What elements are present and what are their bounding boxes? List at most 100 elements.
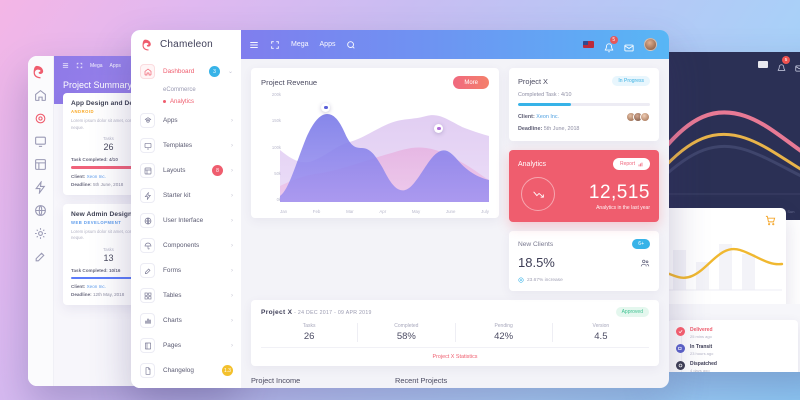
stat-value: 13: [103, 253, 114, 264]
globe-icon[interactable]: [34, 204, 47, 217]
assignee-avatars[interactable]: [626, 112, 650, 122]
sidebar-item-label: Charts: [163, 317, 182, 324]
bell-icon[interactable]: 5: [777, 55, 790, 71]
gear-icon[interactable]: [34, 227, 47, 240]
home-icon: [144, 68, 151, 75]
data-point-marker[interactable]: [321, 103, 331, 112]
sidebar-item-starter-kit[interactable]: Starter kit ›: [131, 183, 241, 208]
stat-value: 4.5: [594, 331, 608, 342]
stats-footer-link[interactable]: Project X Statistics: [261, 347, 649, 360]
new-clients-badge: 6+: [632, 239, 650, 249]
stats-card-header: Stats: [660, 208, 786, 228]
sidebar-item-forms[interactable]: Forms ›: [131, 258, 241, 283]
activity-item[interactable]: In Transit 23 hours ago: [668, 344, 798, 361]
chameleon-logo-icon: [142, 39, 151, 51]
icon-box: [140, 163, 155, 178]
mail-icon[interactable]: [624, 40, 634, 51]
brand-name: Chameleon: [160, 39, 213, 50]
more-button[interactable]: More: [453, 76, 489, 89]
deadline-value: 5th June, 2018: [543, 126, 580, 132]
stat-tasks: Tasks 13: [71, 247, 146, 263]
mail-icon[interactable]: [795, 60, 800, 71]
sidebar-item-label: Tables: [163, 292, 182, 299]
sidebar-item-user-interface[interactable]: User Interface ›: [131, 208, 241, 233]
cart-icon[interactable]: [765, 215, 776, 226]
layout-icon[interactable]: [34, 158, 47, 171]
sidebar-item-menu-levels[interactable]: Menu levels ›: [131, 383, 241, 388]
search-icon[interactable]: [346, 40, 356, 50]
page-title: Project Summary: [63, 80, 133, 90]
brand-pane[interactable]: Chameleon: [131, 30, 241, 59]
nav-mega[interactable]: Mega: [291, 41, 309, 48]
content-row-top: Project Revenue More 200k 150k 100k 50k …: [251, 68, 659, 291]
sidebar-item-components[interactable]: Components ›: [131, 233, 241, 258]
sidebar-item-charts[interactable]: Charts ›: [131, 308, 241, 333]
client-value[interactable]: Xeon Inc.: [86, 284, 106, 290]
client-key: Client:: [518, 114, 535, 120]
report-button[interactable]: Report: [612, 158, 650, 170]
left-window-nav-mega[interactable]: Mega: [90, 62, 103, 69]
stats-header: Project X - 24 DEC 2017 - 09 APR 2019 Ap…: [261, 307, 649, 317]
sidebar-item-dashboard[interactable]: Dashboard 3 ⌄: [131, 59, 241, 84]
avatar[interactable]: [644, 38, 657, 51]
left-window-icon-rail[interactable]: [28, 56, 54, 386]
client-value[interactable]: Xeon Inc.: [536, 114, 560, 120]
apps-icon: [144, 116, 151, 123]
flag-icon[interactable]: [583, 40, 594, 49]
progress-bar: [518, 103, 650, 106]
fullscreen-icon[interactable]: [76, 62, 83, 69]
right-window-topbar[interactable]: 5: [660, 52, 800, 76]
new-clients-body: 18.5%: [518, 255, 650, 270]
sidebar-item-pages[interactable]: Pages ›: [131, 333, 241, 358]
activity-item[interactable]: Dispatched 4 days ago: [668, 361, 798, 372]
right-window-stats-card[interactable]: Stats: [660, 208, 786, 313]
stat-key: Pending: [494, 323, 513, 329]
flash-icon[interactable]: [34, 181, 47, 194]
main-dashboard-window[interactable]: Chameleon Mega Apps 5 Dashboard 3 ⌄ eCom…: [131, 30, 669, 388]
fullscreen-icon[interactable]: [270, 40, 280, 50]
nav-apps[interactable]: Apps: [319, 41, 336, 48]
umbrella-icon: [144, 242, 151, 249]
flag-icon[interactable]: [758, 60, 768, 68]
left-window-nav-apps[interactable]: Apps: [109, 62, 121, 69]
people-icon: [640, 259, 650, 266]
dashboard-icon[interactable]: [34, 112, 47, 125]
bell-badge: 5: [609, 35, 618, 44]
progress-fill: [518, 103, 571, 106]
x-tick: Apr: [379, 209, 387, 214]
menu-icon[interactable]: [249, 40, 259, 50]
monitor-icon[interactable]: [34, 135, 47, 148]
stat-key: Completed: [394, 323, 419, 329]
edit-icon[interactable]: [34, 250, 47, 263]
stats-mini-chart: [660, 244, 784, 291]
menu-icon[interactable]: [62, 62, 69, 69]
analytics-caption: Analytics in the last year: [596, 205, 650, 211]
activity-text: Dispatched 4 days ago: [690, 361, 717, 372]
chevron-right-icon: ›: [231, 117, 233, 124]
right-column: Project X In Progress Completed Task : 4…: [509, 68, 659, 291]
sidebar-badge: 3: [208, 66, 220, 77]
right-background-window[interactable]: 5 Sat Sun Stats: [660, 52, 800, 372]
stat-key: Tasks: [103, 247, 114, 253]
data-point-marker[interactable]: [434, 124, 444, 133]
main-sidebar[interactable]: Dashboard 3 ⌄ eCommerce Analytics Apps ›…: [131, 59, 241, 388]
bell-icon[interactable]: 5: [604, 35, 618, 52]
sidebar-subitem-ecommerce[interactable]: eCommerce: [163, 87, 196, 93]
deadline-value: 12th May, 2018: [92, 292, 125, 298]
sidebar-item-tables[interactable]: Tables ›: [131, 283, 241, 308]
approved-badge: Approved: [615, 307, 649, 317]
book-icon: [144, 342, 151, 349]
avatar[interactable]: [640, 112, 650, 122]
icon-box: [140, 288, 155, 303]
sidebar-item-layouts[interactable]: Layouts 8 ›: [131, 158, 241, 183]
sidebar-item-changelog[interactable]: Changelog 1.3: [131, 358, 241, 383]
sidebar-badge: 8: [212, 165, 223, 176]
sidebar-subitem-analytics[interactable]: Analytics: [131, 96, 241, 108]
client-value[interactable]: Xeon Inc.: [86, 173, 106, 179]
home-icon[interactable]: [34, 89, 47, 102]
client-label: Client: Xeon Inc.: [518, 114, 559, 120]
sidebar-item-apps[interactable]: Apps ›: [131, 108, 241, 133]
sidebar-item-templates[interactable]: Templates ›: [131, 133, 241, 158]
layout-icon: [144, 167, 151, 174]
activity-item[interactable]: Delivered 25 mins ago: [668, 327, 798, 344]
